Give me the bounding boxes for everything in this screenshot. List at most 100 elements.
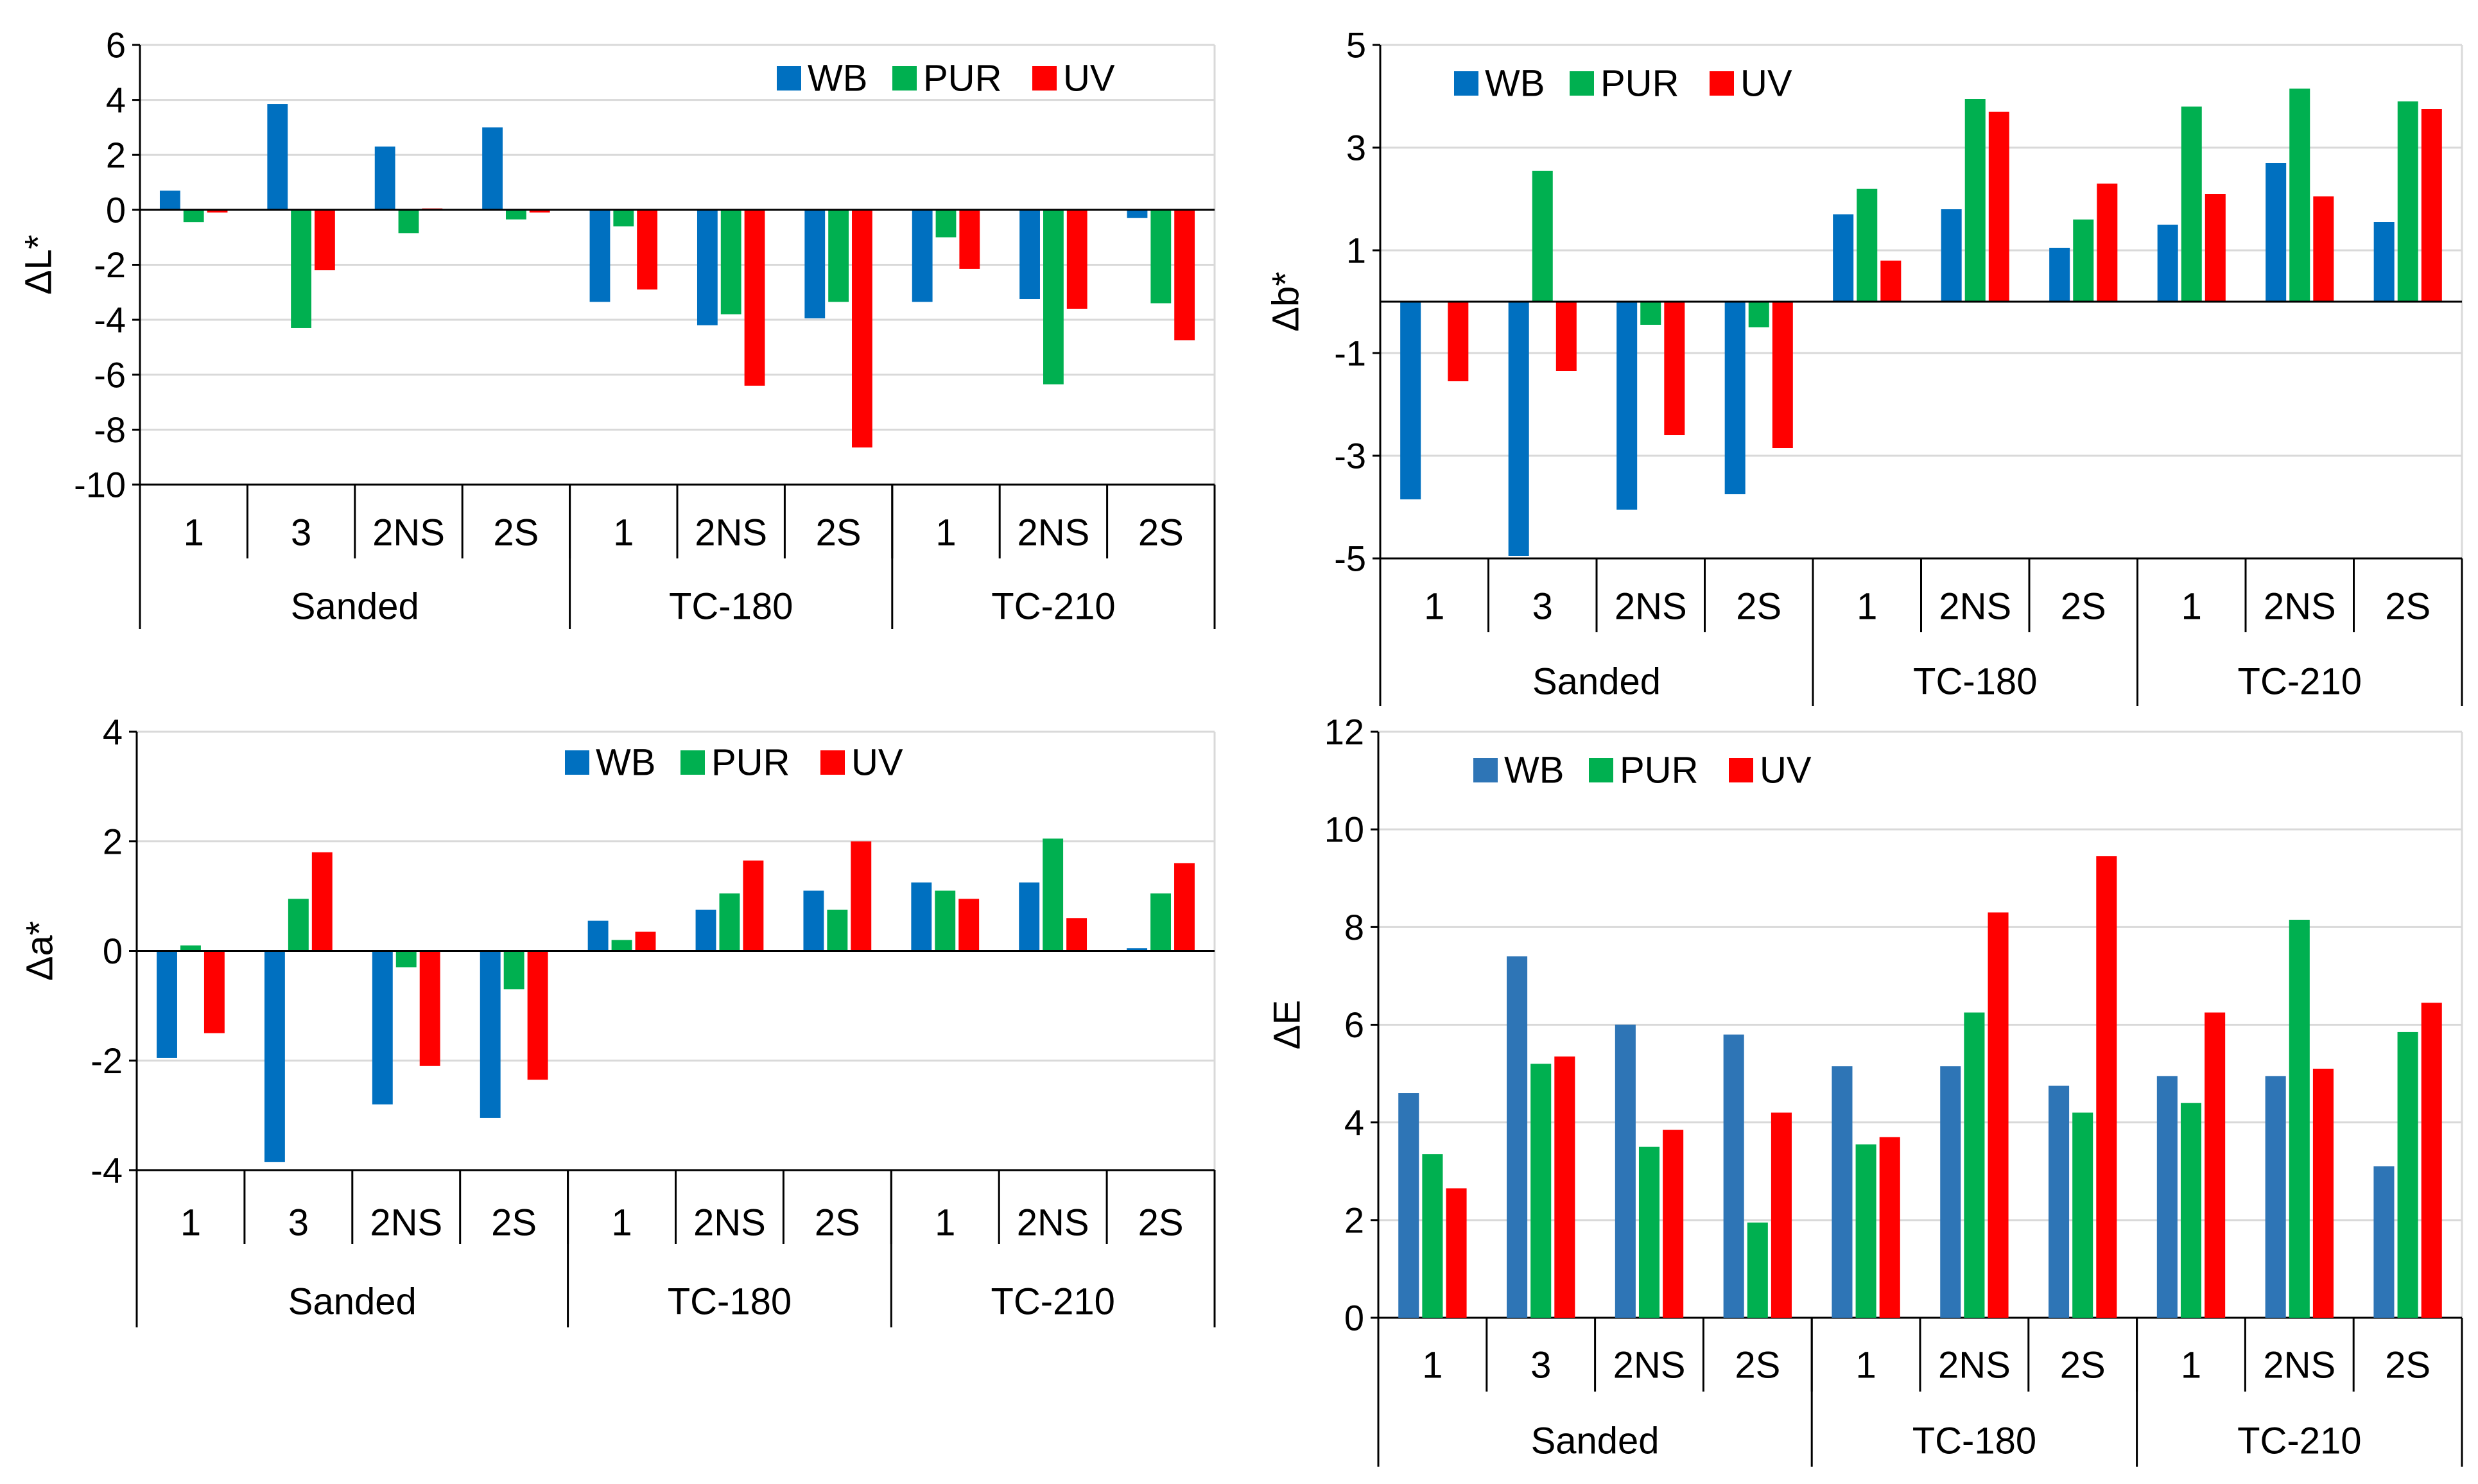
bar-wb-6 xyxy=(2049,248,2070,302)
bar-pur-5 xyxy=(1964,1012,1985,1318)
legend: WB PUR UV xyxy=(777,58,1115,99)
category-label: 2S xyxy=(2385,586,2430,628)
bar-wb-6 xyxy=(803,890,824,951)
bar-wb-8 xyxy=(2266,163,2287,302)
y-tick-label: 2 xyxy=(1344,1200,1364,1240)
group-label: TC-210 xyxy=(2237,1420,2361,1462)
bar-uv-4 xyxy=(1880,261,1902,302)
legend-swatch-wb xyxy=(1473,758,1498,782)
bar-pur-8 xyxy=(2289,89,2310,302)
group-label: TC-210 xyxy=(991,1281,1114,1323)
bar-pur-6 xyxy=(2072,1112,2093,1318)
legend-label-uv: UV xyxy=(1760,750,1812,791)
bar-uv-6 xyxy=(851,841,872,951)
legend-swatch-uv xyxy=(1710,71,1734,96)
bar-uv-9 xyxy=(2421,109,2442,302)
y-tick-label: -5 xyxy=(1334,539,1366,579)
bar-pur-6 xyxy=(827,910,848,951)
category-label: 2S xyxy=(491,1202,537,1244)
y-tick-label: -2 xyxy=(91,1040,123,1081)
chart-delta-l: -10 -8 -6 -4 -2 0 2 4 6 ΔL* 1 3 2NS 2S 1 2NS 2S 1 2NS 2S San… xyxy=(18,25,1216,629)
bar-pur-9 xyxy=(1150,893,1172,951)
legend-swatch-pur xyxy=(680,750,705,775)
bar-uv-3 xyxy=(529,209,550,213)
bar-wb-2 xyxy=(1616,302,1638,510)
bar-wb-6 xyxy=(2049,1085,2070,1318)
bar-pur-1 xyxy=(1530,1064,1552,1318)
bar-pur-4 xyxy=(1855,1144,1876,1318)
legend-swatch-wb xyxy=(1454,71,1478,96)
bar-uv-0 xyxy=(1446,1188,1467,1318)
bar-uv-7 xyxy=(2205,194,2226,302)
y-tick-label: -2 xyxy=(94,245,126,285)
bar-wb-7 xyxy=(2156,1076,2178,1318)
bar-pur-5 xyxy=(719,893,740,951)
bar-wb-1 xyxy=(1508,302,1529,556)
bar-pur-2 xyxy=(1640,302,1661,325)
bar-uv-4 xyxy=(635,931,656,951)
y-axis-title: ΔL* xyxy=(18,235,60,295)
bar-wb-3 xyxy=(1723,1034,1744,1318)
y-tick-label: 4 xyxy=(103,712,123,752)
bar-wb-8 xyxy=(1019,882,1040,951)
category-label: 1 xyxy=(2181,1345,2201,1386)
legend-label-pur: PUR xyxy=(711,742,790,784)
bar-uv-4 xyxy=(637,209,658,290)
category-label: 2NS xyxy=(1017,512,1089,554)
bar-wb-7 xyxy=(911,882,932,951)
category-label: 3 xyxy=(288,1202,309,1244)
legend: WB PUR UV xyxy=(1454,63,1792,105)
group-label: Sanded xyxy=(288,1281,417,1323)
bar-uv-8 xyxy=(2312,1068,2334,1318)
y-axis-title: Δa* xyxy=(19,921,61,981)
y-tick-label: 4 xyxy=(106,80,126,120)
legend-label-pur: PUR xyxy=(923,58,1001,99)
bar-uv-6 xyxy=(852,209,872,448)
bar-wb-4 xyxy=(587,920,609,951)
legend-label-pur: PUR xyxy=(1600,63,1679,105)
legend-label-uv: UV xyxy=(1063,58,1115,99)
bar-pur-6 xyxy=(828,209,849,302)
bar-uv-0 xyxy=(1448,302,1469,381)
bar-wb-0 xyxy=(157,951,177,1058)
bar-pur-8 xyxy=(2289,919,2310,1318)
bar-uv-1 xyxy=(1554,1056,1575,1318)
bar-uv-2 xyxy=(1663,1130,1684,1318)
legend-swatch-uv xyxy=(1032,66,1057,91)
y-tick-label: 6 xyxy=(1344,1005,1364,1045)
category-label: 2S xyxy=(1138,512,1184,554)
category-label: 2NS xyxy=(1615,586,1687,628)
y-tick-label: -8 xyxy=(94,410,126,450)
legend-swatch-pur xyxy=(1570,71,1594,96)
legend-label-wb: WB xyxy=(1504,750,1564,791)
bar-wb-5 xyxy=(697,209,718,325)
bar-wb-9 xyxy=(2373,222,2395,302)
bar-pur-8 xyxy=(1043,838,1064,951)
y-tick-label: -4 xyxy=(94,300,126,340)
bar-pur-7 xyxy=(2180,1103,2202,1318)
bar-uv-3 xyxy=(527,951,548,1080)
bar-wb-1 xyxy=(264,951,285,1162)
bar-uv-5 xyxy=(1988,112,2009,302)
bar-uv-5 xyxy=(1988,912,2009,1318)
bar-pur-3 xyxy=(1747,1222,1768,1318)
bar-pur-2 xyxy=(398,209,419,234)
category-label: 2S xyxy=(816,512,862,554)
y-tick-label: 2 xyxy=(103,821,123,861)
bar-uv-2 xyxy=(1664,302,1685,435)
category-label: 1 xyxy=(1855,1345,1876,1386)
category-label: 2NS xyxy=(695,512,767,554)
bar-pur-7 xyxy=(2181,107,2202,302)
y-tick-label: 4 xyxy=(1344,1102,1364,1143)
chart-delta-a: -4 -2 0 2 4 Δa* 1 3 2NS 2S 1 2NS 2S 1 2NS 2S Sanded TC-18… xyxy=(19,712,1216,1327)
bar-pur-1 xyxy=(288,899,309,951)
bar-uv-0 xyxy=(204,951,225,1033)
y-tick-label: -4 xyxy=(91,1150,123,1191)
legend-label-uv: UV xyxy=(851,742,903,784)
bar-uv-9 xyxy=(1174,209,1195,341)
y-tick-label: -6 xyxy=(94,354,126,395)
y-tick-label: 3 xyxy=(1346,128,1366,168)
legend-label-wb: WB xyxy=(596,742,655,784)
bar-uv-8 xyxy=(1066,209,1087,309)
category-label: 2NS xyxy=(2264,586,2336,628)
